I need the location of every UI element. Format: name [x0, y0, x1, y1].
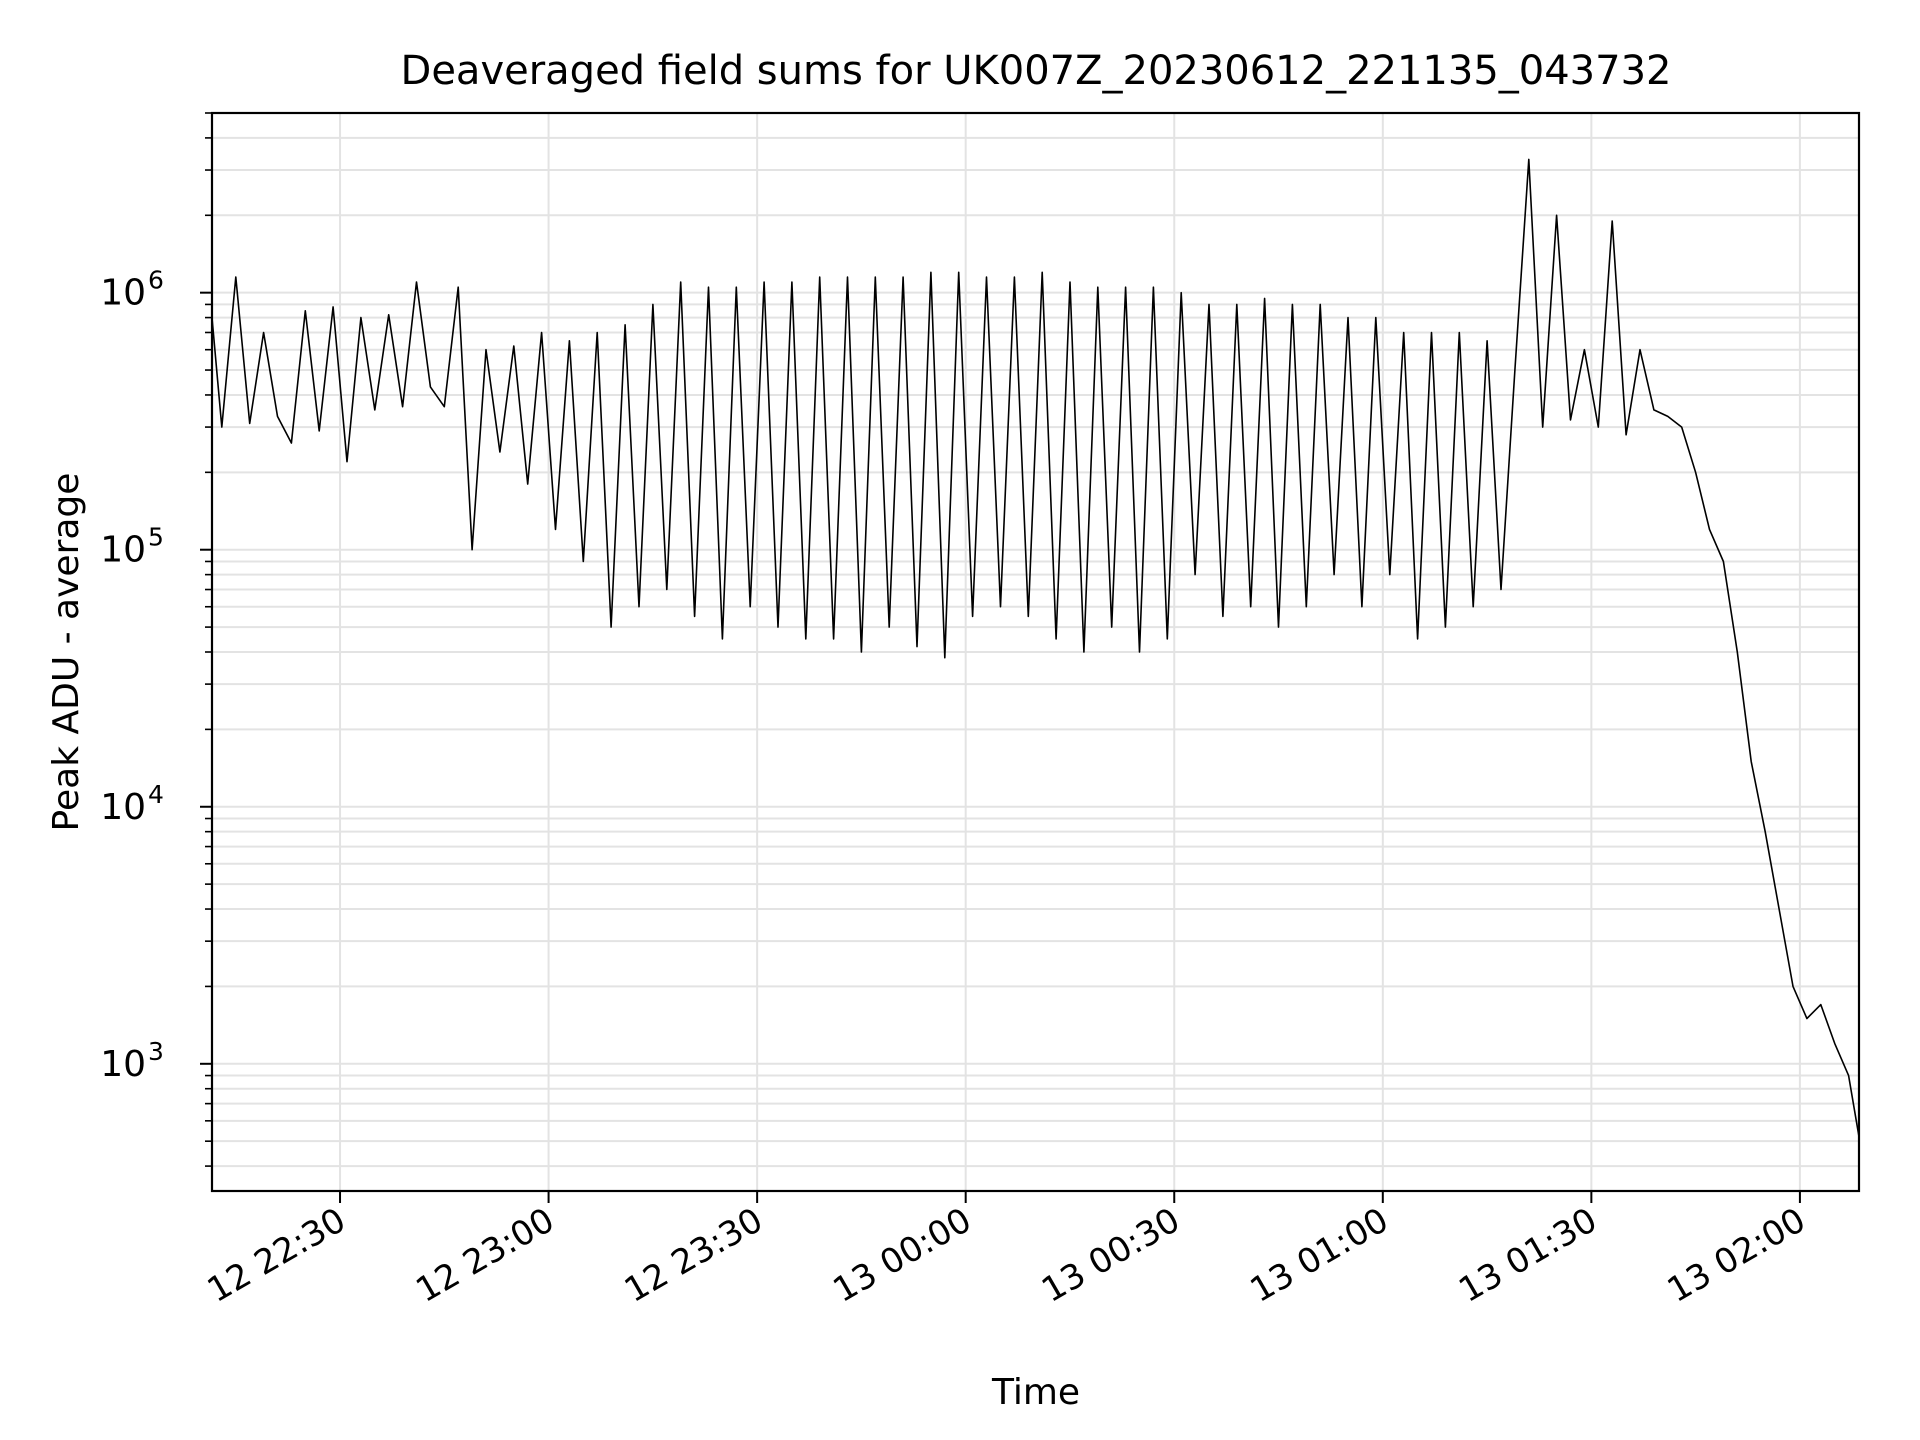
- y-tick-exponent: 6: [148, 266, 164, 295]
- y-tick-label: 10: [100, 787, 146, 828]
- chart-title: Deaveraged field sums for UK007Z_2023061…: [401, 48, 1672, 94]
- data-area: [211, 158, 1860, 1137]
- series-line: [211, 158, 1860, 1137]
- x-axis-label: Time: [991, 1372, 1080, 1413]
- y-tick-label: 10: [100, 530, 146, 571]
- y-tick-label: 10: [100, 273, 146, 314]
- y-axis-label: Peak ADU - average: [46, 473, 87, 832]
- y-tick-label: 10: [100, 1044, 146, 1085]
- grid: [212, 112, 1859, 1191]
- y-tick-exponent: 5: [148, 523, 164, 552]
- y-tick-exponent: 4: [148, 780, 164, 809]
- y-tick-exponent: 3: [148, 1037, 164, 1066]
